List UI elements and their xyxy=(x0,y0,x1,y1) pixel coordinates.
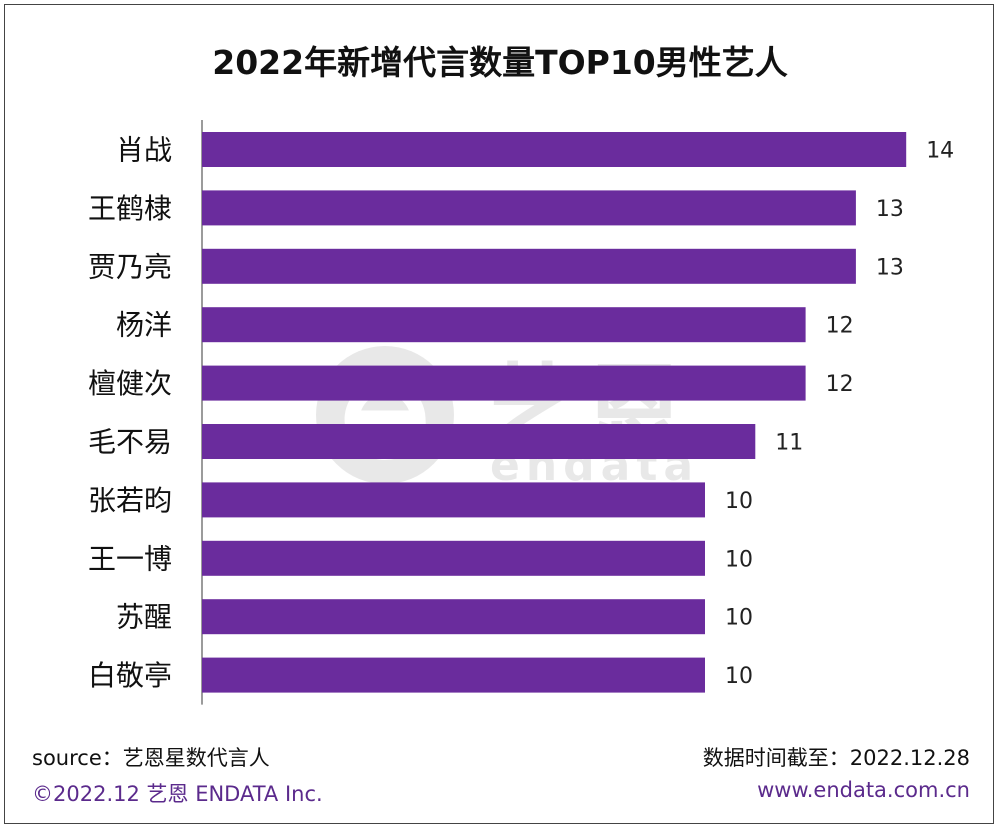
bar-4 xyxy=(202,307,806,343)
category-label: 毛不易 xyxy=(88,426,172,459)
bar-6 xyxy=(202,424,756,459)
bar-1 xyxy=(202,132,907,167)
website-link[interactable]: www.endata.com.cn xyxy=(757,778,970,802)
bar-3 xyxy=(202,248,856,284)
value-label: 10 xyxy=(725,664,753,689)
bar-5 xyxy=(202,365,806,401)
category-label: 苏醒 xyxy=(116,601,172,634)
bar-7 xyxy=(202,482,705,518)
value-label: 10 xyxy=(725,489,753,514)
value-label: 13 xyxy=(876,255,904,280)
category-label: 杨洋 xyxy=(116,309,172,342)
category-label: 王鹤棣 xyxy=(88,192,172,225)
bar-8 xyxy=(202,540,705,576)
value-label: 14 xyxy=(926,139,954,164)
value-label: 13 xyxy=(876,197,904,222)
value-label: 12 xyxy=(826,314,854,339)
category-label: 白敬亭 xyxy=(88,659,172,692)
category-label: 贾乃亮 xyxy=(88,250,172,283)
value-label: 10 xyxy=(725,606,753,631)
category-label: 檀健次 xyxy=(88,367,172,400)
data-date-text: 数据时间截至：2022.12.28 xyxy=(702,746,970,770)
copyright-text: ©2022.12 艺恩 ENDATA Inc. xyxy=(32,782,323,806)
category-label: 王一博 xyxy=(88,542,172,575)
value-label: 10 xyxy=(725,547,753,572)
value-label: 12 xyxy=(826,372,854,397)
chart-title: 2022年新增代言数量TOP10男性艺人 xyxy=(212,43,788,82)
source-text: source：艺恩星数代言人 xyxy=(32,746,270,770)
category-label: 张若昀 xyxy=(88,484,172,517)
value-label: 11 xyxy=(775,431,803,456)
bar-10 xyxy=(202,657,705,693)
bar-9 xyxy=(202,599,705,635)
bar-2 xyxy=(202,190,856,226)
category-label: 肖战 xyxy=(116,134,172,167)
